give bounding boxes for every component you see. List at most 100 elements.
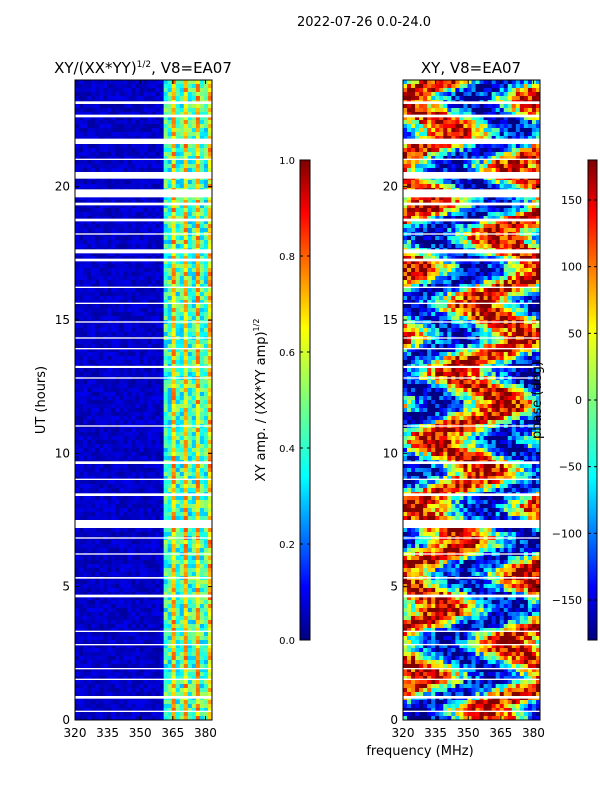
heatmap-cell — [195, 216, 201, 221]
heatmap-cell — [111, 388, 116, 393]
heatmap-cell — [115, 408, 120, 413]
heatmap-cell — [119, 268, 124, 273]
heatmap-cell — [163, 236, 169, 241]
heatmap-cell — [143, 292, 148, 297]
heatmap-cell — [111, 288, 116, 293]
heatmap-cell — [175, 328, 181, 333]
heatmap-cell — [179, 436, 185, 441]
heatmap-cell — [103, 360, 108, 365]
heatmap-cell — [175, 272, 181, 277]
heatmap-cell — [91, 416, 96, 421]
heatmap-cell — [99, 420, 104, 425]
heatmap-cell — [119, 360, 124, 365]
heatmap-cell — [139, 152, 144, 157]
heatmap-cell — [111, 504, 116, 509]
heatmap-cell — [87, 120, 92, 125]
heatmap-cell — [99, 468, 104, 473]
heatmap-cell — [111, 600, 116, 605]
heatmap-cell — [195, 92, 201, 97]
heatmap-cell — [183, 204, 189, 209]
heatmap-cell — [99, 660, 104, 665]
heatmap-cell — [135, 452, 140, 457]
heatmap-cell — [95, 392, 100, 397]
heatmap-cell — [151, 316, 156, 321]
heatmap-cell — [191, 356, 197, 361]
heatmap-cell — [175, 428, 181, 433]
heatmap-cell — [159, 180, 165, 185]
heatmap-cell — [183, 636, 189, 641]
heatmap-cell — [207, 516, 212, 521]
heatmap-cell — [139, 300, 144, 305]
heatmap-cell — [187, 136, 193, 141]
heatmap-cell — [91, 588, 96, 593]
heatmap-cell — [143, 620, 148, 625]
heatmap-cell — [183, 600, 189, 605]
heatmap-cell — [147, 104, 152, 109]
heatmap-cell — [111, 132, 116, 137]
heatmap-cell — [163, 356, 169, 361]
heatmap-cell — [87, 392, 92, 397]
heatmap-cell — [175, 640, 181, 645]
heatmap-cell — [127, 124, 132, 129]
heatmap-cell — [99, 300, 104, 305]
heatmap-cell — [143, 152, 148, 157]
heatmap-cell — [155, 544, 161, 549]
heatmap-cell — [135, 220, 140, 225]
heatmap-cell — [183, 304, 189, 309]
heatmap-cell — [139, 508, 144, 513]
heatmap-cell — [191, 456, 197, 461]
heatmap-cell — [123, 224, 128, 229]
heatmap-cell — [179, 660, 185, 665]
heatmap-cell — [139, 108, 144, 113]
heatmap-cell — [87, 132, 92, 137]
heatmap-cell — [175, 632, 181, 637]
heatmap-cell — [155, 256, 161, 261]
heatmap-cell — [147, 304, 152, 309]
heatmap-cell — [131, 136, 136, 141]
heatmap-cell — [159, 340, 165, 345]
heatmap-cell — [119, 196, 124, 201]
heatmap-cell — [115, 160, 120, 165]
heatmap-cell — [183, 508, 189, 513]
heatmap-cell — [187, 108, 193, 113]
heatmap-cell — [131, 220, 136, 225]
heatmap-cell — [135, 352, 140, 357]
heatmap-cell — [103, 588, 108, 593]
heatmap-cell — [83, 428, 88, 433]
heatmap-cell — [183, 120, 189, 125]
heatmap-cell — [139, 180, 144, 185]
heatmap-cell — [135, 156, 140, 161]
heatmap-cell — [191, 540, 197, 545]
heatmap-cell — [103, 652, 108, 657]
heatmap-cell — [175, 656, 181, 661]
heatmap-cell — [111, 436, 116, 441]
heatmap-cell — [151, 592, 156, 597]
heatmap-cell — [179, 484, 185, 489]
heatmap-cell — [103, 312, 108, 317]
heatmap-cell — [195, 328, 201, 333]
heatmap-cell — [75, 208, 80, 213]
heatmap-cell — [143, 500, 148, 505]
heatmap-cell — [143, 132, 148, 137]
heatmap-cell — [171, 300, 177, 305]
heatmap-cell — [159, 652, 165, 657]
heatmap-cell — [159, 360, 165, 365]
heatmap-cell — [147, 436, 152, 441]
heatmap-cell — [175, 540, 181, 545]
heatmap-cell — [119, 380, 124, 385]
heatmap-cell — [171, 428, 177, 433]
heatmap-cell — [99, 600, 104, 605]
heatmap-cell — [187, 132, 193, 137]
heatmap-cell — [103, 452, 108, 457]
heatmap-cell — [135, 212, 140, 217]
heatmap-cell — [175, 396, 181, 401]
heatmap-cell — [155, 292, 161, 297]
heatmap-cell — [183, 156, 189, 161]
heatmap-cell — [163, 252, 169, 257]
heatmap-cell — [103, 580, 108, 585]
heatmap-cell — [107, 564, 112, 569]
heatmap-cell — [191, 92, 197, 97]
heatmap-cell — [83, 128, 88, 133]
heatmap-cell — [83, 540, 88, 545]
heatmap-cell — [207, 144, 212, 149]
